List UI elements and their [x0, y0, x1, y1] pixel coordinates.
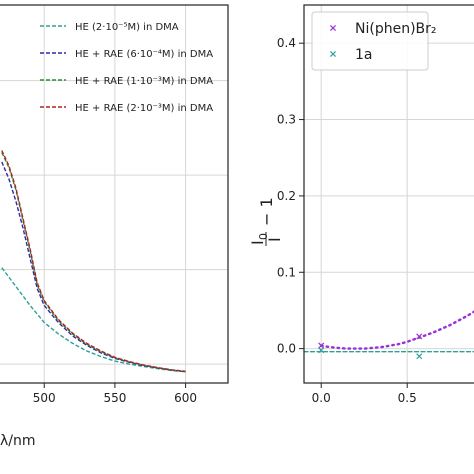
- left-x-tick-label-1: 550: [103, 391, 126, 405]
- right-legend: Ni(phen)Br₂ 1a: [311, 11, 437, 71]
- right-point-stroke-b: [318, 347, 325, 354]
- left-series-lines: [1, 150, 186, 373]
- absorbance-spectrum-chart: 500 550 600 λ/nm HE (2·10⁻⁵M) in DMA HE + R…: [0, 4, 229, 449]
- legend-marker-stroke-b: [329, 50, 337, 58]
- left-x-tick-label-2: 600: [174, 391, 197, 405]
- right-point-0-1: [416, 333, 423, 340]
- right-legend-marker-1: [329, 50, 337, 58]
- right-legend-marker-0: [329, 24, 337, 32]
- right-legend-label-0: Ni(phen)Br₂: [355, 21, 437, 37]
- left-legend-label-2: HE + RAE (1·10⁻³M) in DMA: [75, 76, 213, 87]
- y-label-denominator: I: [265, 237, 284, 242]
- y-label-subscript: 0: [257, 233, 270, 240]
- right-series: [303, 310, 474, 360]
- right-point-0-0: [318, 342, 325, 349]
- right-legend-frame: [311, 11, 429, 71]
- y-label-numerator: I: [248, 240, 267, 245]
- left-plot-frame: [0, 4, 229, 384]
- right-x-tick-label-1: 0.5: [398, 391, 417, 405]
- left-legend-label-0: HE (2·10⁻⁵M) in DMA: [75, 22, 179, 33]
- right-legend-label-1: 1a: [355, 47, 373, 63]
- y-label-minus-one: − 1: [257, 197, 276, 226]
- left-series-line-0: [1, 267, 186, 373]
- left-legend-label-3: HE + RAE (2·10⁻³M) in DMA: [75, 103, 213, 114]
- left-x-tick-label-0: 500: [33, 391, 56, 405]
- left-series-line-3: [1, 150, 186, 372]
- right-y-tick-label-0: 0.0: [277, 342, 296, 356]
- left-legend-label-1: HE + RAE (6·10⁻⁴M) in DMA: [75, 49, 213, 60]
- right-y-axis-label: I 0 I − 1: [248, 197, 284, 246]
- left-grid: [0, 5, 228, 383]
- right-point-1-1: [416, 353, 423, 360]
- left-legend: HE (2·10⁻⁵M) in DMA HE + RAE (6·10⁻⁴M) in…: [40, 22, 213, 114]
- left-series-line-2: [1, 152, 186, 373]
- right-point-stroke-b: [416, 333, 423, 340]
- right-y-tick-label-2: 0.2: [277, 189, 296, 203]
- right-fit-line-0: [320, 310, 474, 350]
- right-point-stroke-b: [416, 353, 423, 360]
- legend-marker-stroke-b: [329, 24, 337, 32]
- right-y-tick-label-3: 0.3: [277, 113, 296, 127]
- quenching-plot-chart: 0.00.51.00.00.10.20.30.4 I 0 I − 1 Ni(ph…: [248, 4, 474, 405]
- right-y-tick-label-4: 0.4: [277, 36, 296, 50]
- left-x-ticks: 500 550 600: [33, 383, 197, 405]
- left-series-line-1: [1, 161, 186, 373]
- left-x-axis-label: λ/nm: [0, 433, 36, 449]
- right-point-1-0: [318, 347, 325, 354]
- right-plot-frame: [303, 4, 474, 384]
- right-y-tick-label-1: 0.1: [277, 265, 296, 279]
- right-axis-ticks: 0.00.51.00.00.10.20.30.4: [277, 36, 417, 405]
- right-point-stroke-b: [318, 342, 325, 349]
- right-x-tick-label-0: 0.0: [312, 391, 331, 405]
